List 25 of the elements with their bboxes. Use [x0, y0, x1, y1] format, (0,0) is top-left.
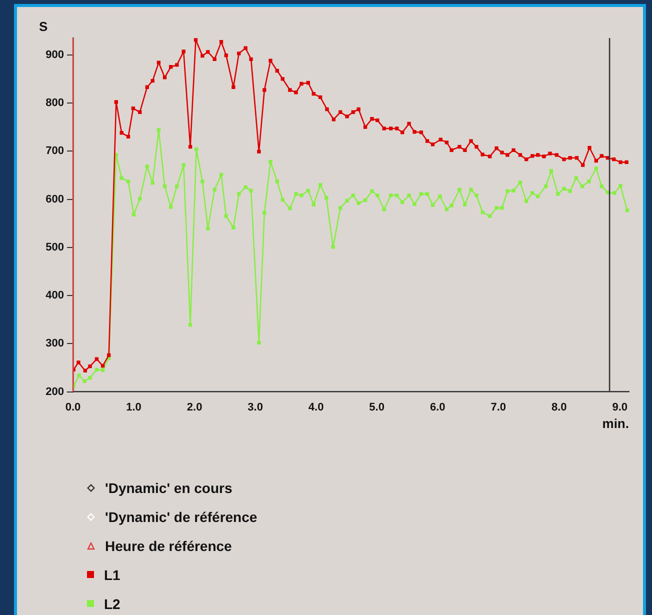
- x-tick-label: 5.0: [369, 401, 384, 414]
- y-axis-title: S: [39, 19, 48, 34]
- x-tick-label: 8.0: [551, 401, 567, 414]
- y-tick-label: 300: [46, 338, 64, 350]
- y-tick-label: 600: [46, 193, 64, 206]
- x-tick-label: 6.0: [430, 401, 446, 414]
- x-tick-label: 4.0: [308, 401, 324, 414]
- y-tick-label: 800: [46, 97, 64, 110]
- legend-label: L2: [104, 596, 120, 612]
- y-tick-label: 500: [46, 241, 64, 254]
- x-tick-label: 7.0: [490, 401, 506, 414]
- y-tick-label: 900: [46, 48, 64, 61]
- legend-label: 'Dynamic' en cours: [105, 480, 232, 496]
- x-tick-label: 0.0: [65, 401, 81, 414]
- text: 'Dynamic' de référence: [105, 508, 258, 524]
- legend-label: Heure de référence: [105, 538, 232, 554]
- y-tick-label: 400: [46, 290, 64, 302]
- x-tick-label: 9.0: [612, 401, 628, 414]
- x-axis-title: min.: [602, 416, 629, 431]
- x-tick-label: 2.0: [186, 401, 202, 414]
- y-tick-label: 700: [46, 145, 64, 158]
- x-tick-label: 1.0: [126, 401, 142, 414]
- x-tick-label: 3.0: [248, 401, 263, 414]
- legend-label: L1: [104, 566, 120, 582]
- y-tick-label: 200: [46, 386, 64, 398]
